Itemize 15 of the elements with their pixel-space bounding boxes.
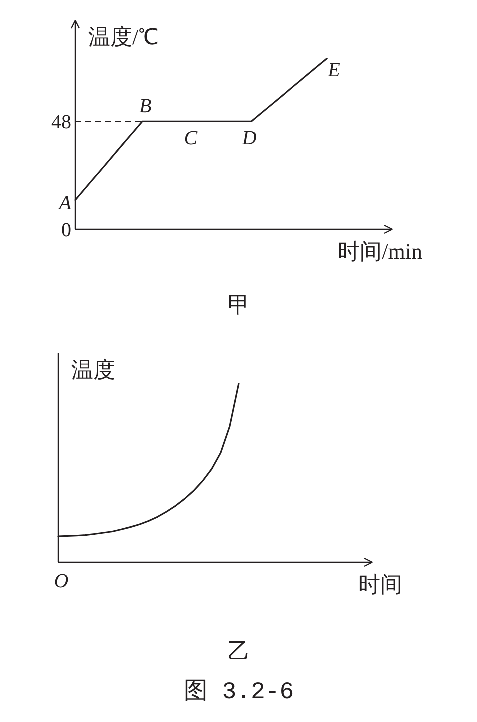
x-axis-title: 时间/min [338, 239, 423, 264]
text: O [54, 570, 69, 592]
y-tick-label: 0 [62, 220, 72, 242]
data-label: B [139, 96, 152, 118]
data-label: A [57, 192, 72, 214]
data-label: E [327, 60, 340, 82]
y-axis-title: 温度 [72, 358, 116, 382]
data-label: D [241, 128, 258, 150]
text: 乙 [228, 638, 250, 664]
x-axis-title: 时间 [358, 572, 402, 597]
caption: 图 3.2-6 [184, 680, 294, 706]
y-tick-label: 48 [52, 112, 72, 134]
y-axis-title: 温度/℃ [88, 24, 159, 50]
data-label: C [184, 128, 198, 150]
text: 甲 [228, 292, 250, 318]
